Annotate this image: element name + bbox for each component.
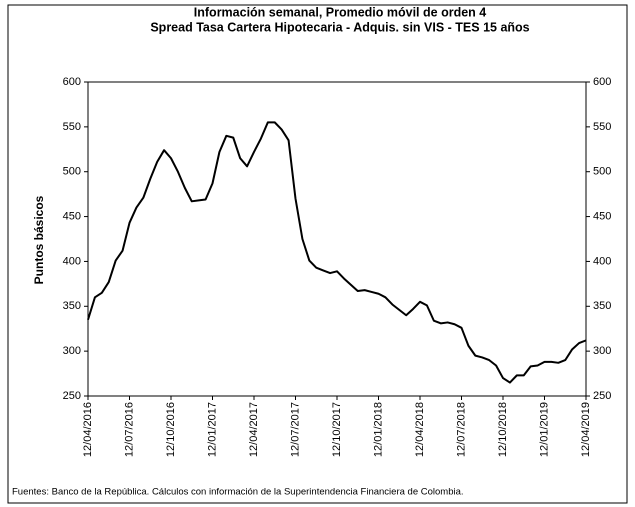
y2-tick-label: 250 <box>593 390 611 402</box>
x-tick-label: 12/07/2018 <box>455 402 467 457</box>
y-tick-label: 350 <box>63 300 81 312</box>
y2-tick-label: 500 <box>593 166 611 178</box>
y-tick-label: 600 <box>63 76 81 88</box>
x-tick-label: 12/10/2016 <box>165 402 177 457</box>
x-tick-label: 12/10/2018 <box>497 402 509 457</box>
y-tick-label: 550 <box>63 121 81 133</box>
x-tick-label: 12/10/2017 <box>331 402 343 457</box>
y2-tick-label: 300 <box>593 345 611 357</box>
data-line <box>87 121 587 384</box>
chart-subtitle: Spread Tasa Cartera Hipotecaria - Adquis… <box>150 20 529 34</box>
source-note: Fuentes: Banco de la República. Cálculos… <box>12 487 464 498</box>
y-tick-label: 400 <box>63 255 81 267</box>
y-tick-label: 500 <box>63 166 81 178</box>
y-axis-title: Puntos básicos <box>32 195 46 284</box>
y-tick-label: 250 <box>63 390 81 402</box>
y2-tick-label: 550 <box>593 121 611 133</box>
y2-tick-label: 600 <box>593 76 611 88</box>
y-tick-label: 300 <box>63 345 81 357</box>
y-tick-label: 450 <box>63 210 81 222</box>
x-tick-label: 12/04/2019 <box>580 402 592 457</box>
y2-tick-label: 450 <box>593 210 611 222</box>
chart-title: Información semanal, Promedio móvil de o… <box>194 5 486 19</box>
x-tick-label: 12/04/2017 <box>248 402 260 457</box>
x-tick-label: 12/01/2019 <box>538 402 550 457</box>
x-tick-label: 12/07/2017 <box>289 402 301 457</box>
x-tick-label: 12/01/2017 <box>206 402 218 457</box>
chart-frame <box>7 4 628 504</box>
y2-tick-label: 350 <box>593 300 611 312</box>
y2-tick-label: 400 <box>593 255 611 267</box>
x-tick-label: 12/07/2016 <box>123 402 135 457</box>
x-tick-label: 12/04/2018 <box>414 402 426 457</box>
x-tick-label: 12/04/2016 <box>82 402 94 457</box>
x-tick-label: 12/01/2018 <box>372 402 384 457</box>
